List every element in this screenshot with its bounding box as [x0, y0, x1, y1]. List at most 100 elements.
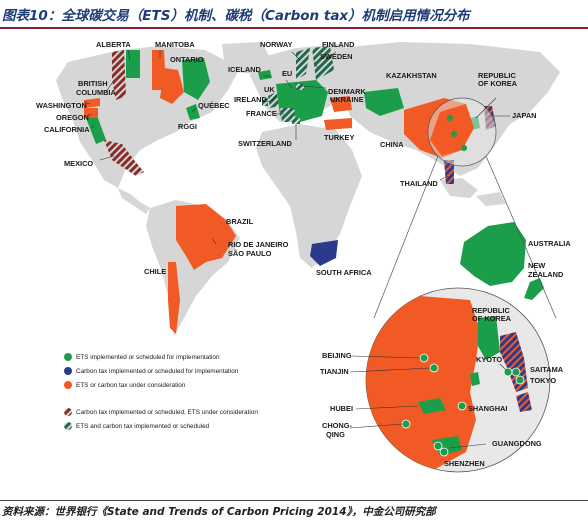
label-iceland: ICELAND	[228, 65, 262, 74]
label-ontario: ONTARIO	[170, 55, 204, 64]
label-rok-2: OF KOREA	[478, 79, 518, 88]
legend-text-ets: ETS implemented or scheduled for impleme…	[76, 354, 220, 361]
region-kazakhstan	[364, 88, 404, 116]
label-kazakhstan: KAZAKHSTAN	[386, 71, 437, 80]
region-brazil	[176, 204, 236, 270]
label-manitoba: MANITOBA	[155, 40, 195, 49]
label-nz-1: NEW	[528, 261, 545, 270]
legend-swatch-carbon-tax	[64, 367, 72, 375]
legend-text-carbon-tax: Carbon tax implemented or scheduled for …	[76, 368, 239, 375]
legend-swatch-under-consideration	[64, 381, 72, 389]
zoom-label-chongqing-2: QING	[326, 430, 345, 439]
label-uk: UK	[264, 85, 275, 94]
zoom-dot-shenzhen	[439, 447, 449, 457]
zoom-dot-saitama	[511, 367, 521, 377]
legend: ETS implemented or scheduled for impleme…	[64, 353, 258, 430]
zoom-korea	[478, 316, 500, 360]
zoom-china	[366, 296, 480, 472]
zoom-label-tokyo: TOKYO	[530, 376, 556, 385]
legend-text-ets-and-tax: ETS and carbon tax implemented or schedu…	[76, 423, 210, 430]
legend-text-tax-ets-consideration: Carbon tax implemented or scheduled, ETS…	[76, 409, 258, 416]
region-new-zealand	[524, 278, 544, 300]
region-switzerland	[292, 118, 300, 124]
zoom-label-saitama: SAITAMA	[530, 365, 564, 374]
world-map: ALBERTA MANITOBA ONTARIO BRITISH COLUMBI…	[36, 40, 571, 473]
zoom-label-rok-2: OF KOREA	[472, 314, 512, 323]
label-eu: EU	[282, 69, 292, 78]
zoom-label-chongqing-1: CHONG-	[322, 421, 353, 430]
label-rok-1: REPUBLIC	[478, 71, 516, 80]
region-turkey	[324, 118, 352, 130]
label-quebec: QUÉBEC	[198, 101, 230, 110]
legend-swatch-ets-and-tax	[64, 422, 72, 430]
region-british-columbia	[112, 50, 126, 100]
label-france: FRANCE	[246, 109, 277, 118]
title-rule	[0, 27, 588, 29]
legend-swatch-tax-ets-consideration	[64, 408, 72, 416]
figure-title: 图表10：全球碳交易（ETS）机制、碳税（Carbon tax）机制启用情况分布	[2, 8, 470, 24]
zoom-dot-tokyo	[515, 375, 525, 385]
source-note: 资料来源：世界银行《State and Trends of Carbon Pri…	[2, 506, 436, 518]
region-california	[86, 118, 106, 144]
zoom-dot-tianjin	[429, 363, 439, 373]
region-quebec	[182, 58, 210, 100]
region-washington	[84, 98, 100, 108]
label-norway: NORWAY	[260, 40, 293, 49]
zoom-label-shenzhen: SHENZHEN	[444, 459, 485, 468]
label-sao-paulo: SÃO PAULO	[228, 249, 272, 258]
zoom-label-rok-1: REPUBLIC	[472, 306, 510, 315]
region-mexico	[104, 140, 144, 176]
region-chile	[168, 262, 180, 334]
region-alberta	[126, 50, 140, 78]
region-denmark	[296, 84, 304, 90]
label-nz-2: ZEALAND	[528, 270, 564, 279]
leader-lines	[83, 49, 510, 245]
label-rio: RIO DE JANEIRO	[228, 240, 289, 249]
legend-swatch-ets	[64, 353, 72, 361]
region-ireland	[262, 98, 268, 106]
zoom-label-tianjin: TIANJIN	[320, 367, 349, 376]
legend-text-under-consideration: ETS or carbon tax under consideration	[76, 382, 186, 389]
zoom-japan-2	[516, 392, 532, 412]
label-mexico: MEXICO	[64, 159, 93, 168]
source-rule	[0, 500, 588, 501]
zoom-hubei	[418, 398, 446, 414]
zoom-dot-chongqing	[401, 419, 411, 429]
region-oregon	[84, 108, 98, 118]
label-china: CHINA	[380, 140, 404, 149]
label-finland: FINLAND	[322, 40, 355, 49]
label-brazil: BRAZIL	[226, 217, 254, 226]
region-ukraine	[330, 96, 352, 112]
label-sweden: SWEDEN	[320, 52, 352, 61]
zoom-label-guangdong: GUANGDONG	[492, 439, 542, 448]
zoom-dot-guangdong-city	[433, 441, 443, 451]
label-british-columbia-2: COLUMBIA	[76, 88, 116, 97]
region-australia	[460, 222, 526, 286]
label-turkey: TURKEY	[324, 133, 354, 142]
label-alberta: ALBERTA	[96, 40, 131, 49]
label-south-africa: SOUTH AFRICA	[316, 268, 372, 277]
label-denmark: DENMARK	[328, 87, 366, 96]
label-rggi: RGGI	[178, 122, 197, 131]
label-australia: AUSTRALIA	[528, 239, 571, 248]
zoom-leaders	[349, 355, 507, 449]
label-washington: WASHINGTON	[36, 101, 87, 110]
region-south-africa	[310, 240, 338, 266]
zoom-circle	[365, 287, 551, 473]
region-thailand	[444, 160, 454, 184]
label-ukraine: UKRAINE	[330, 95, 364, 104]
label-california: CALIFORNIA	[44, 125, 90, 134]
label-thailand: THAILAND	[400, 179, 438, 188]
region-rggi	[186, 104, 200, 120]
label-british-columbia-1: BRITISH	[78, 79, 108, 88]
label-oregon: OREGON	[56, 113, 89, 122]
label-ireland: IRELAND	[234, 95, 268, 104]
region-iceland	[258, 70, 272, 80]
zoom-label-kyoto: KYOTO	[476, 355, 502, 364]
label-japan: JAPAN	[512, 111, 537, 120]
zoom-dot-beijing	[419, 353, 429, 363]
region-norway	[296, 48, 310, 80]
zoom-label-beijing: BEIJING	[322, 351, 352, 360]
label-switzerland: SWITZERLAND	[238, 139, 292, 148]
zoom-guangdong	[432, 436, 462, 456]
